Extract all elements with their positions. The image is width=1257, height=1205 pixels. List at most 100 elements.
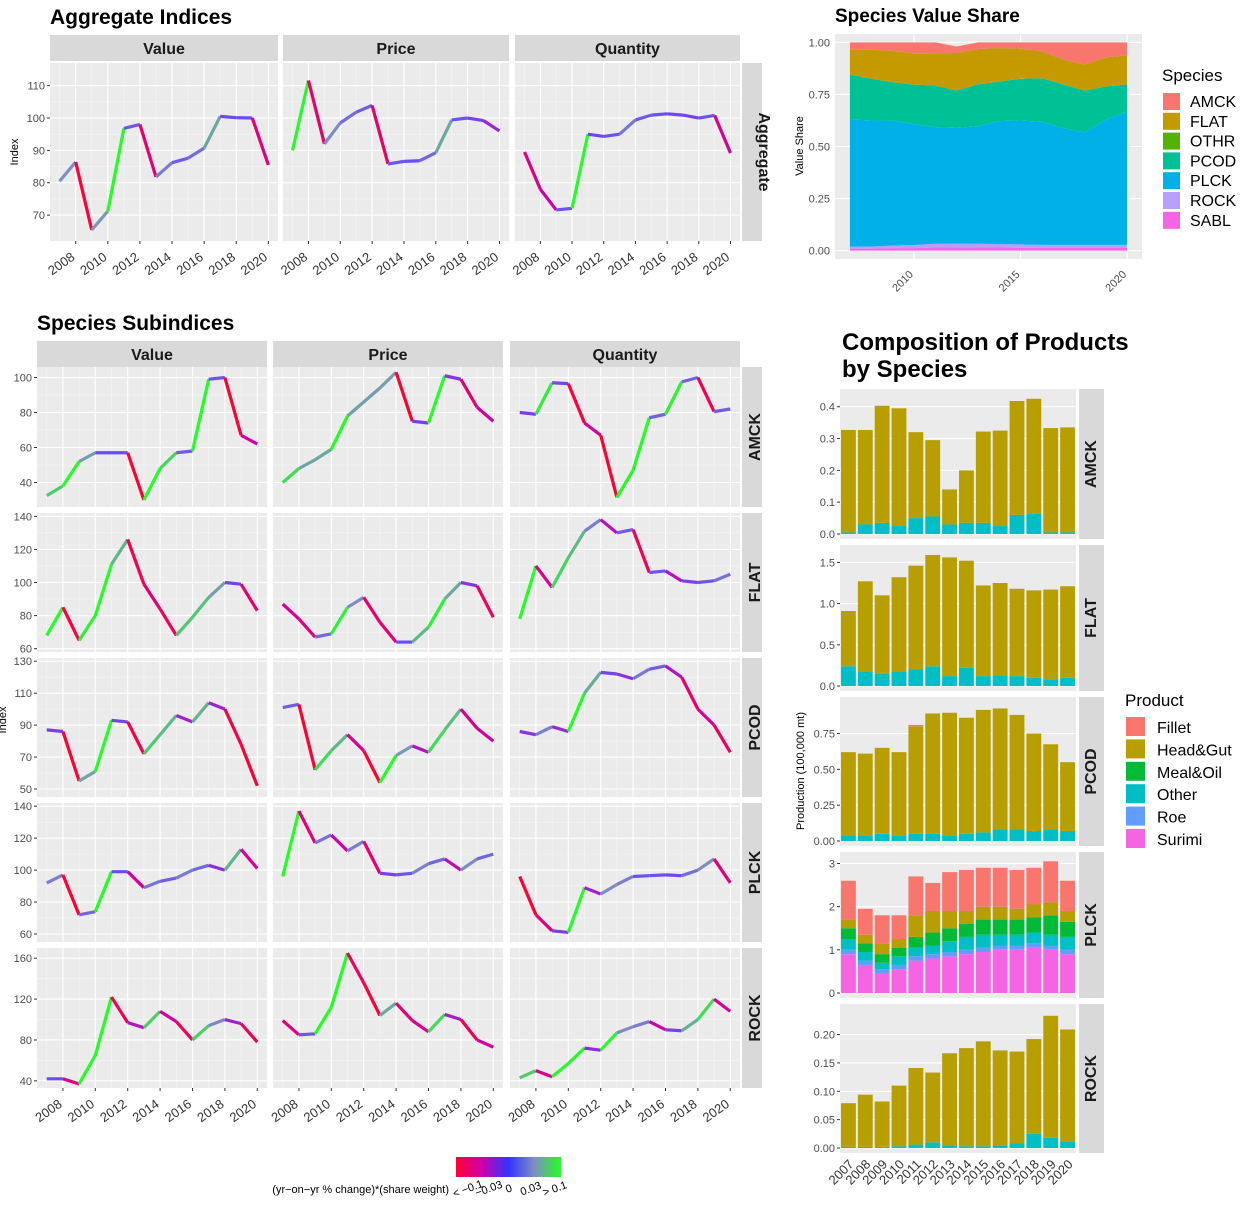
composition-bar-segment bbox=[908, 518, 924, 534]
composition-bar-segment bbox=[1026, 733, 1042, 831]
share-ytick-label: 1.00 bbox=[809, 37, 830, 49]
subindices-amck-ytick-label: 60 bbox=[20, 443, 32, 455]
subindices-plck-line-segment bbox=[566, 887, 587, 933]
composition-bar-segment bbox=[1026, 943, 1042, 948]
aggregate-line-segment bbox=[666, 112, 684, 117]
subindices-flat-line-segment bbox=[616, 527, 634, 535]
subindices-rock-xtick-label: 2016 bbox=[398, 1096, 430, 1125]
composition-title-line1: Composition of Products bbox=[842, 329, 1129, 356]
composition-bar-segment bbox=[1060, 921, 1075, 937]
composition-ytick-label: 0.4 bbox=[820, 402, 835, 414]
subindices-flat-line-segment bbox=[77, 614, 97, 642]
subindices-pcod-line-segment bbox=[282, 702, 300, 710]
subindices-plck-line-segment bbox=[379, 871, 397, 877]
aggregate-strip-label: Quantity bbox=[595, 41, 660, 58]
aggregate-line-segment bbox=[355, 103, 373, 114]
aggregate-strip-label: Value bbox=[143, 41, 185, 58]
composition-bar-segment bbox=[891, 964, 907, 970]
subindices-rock-xtick-label: 2010 bbox=[538, 1096, 570, 1125]
composition-ytick-label: 0.3 bbox=[820, 434, 835, 446]
subindices-flat-line-segment bbox=[566, 530, 586, 559]
composition-bar-segment bbox=[1060, 954, 1075, 993]
composition-bar-segment bbox=[1026, 1039, 1042, 1134]
composition-ytick-label: 0.20 bbox=[814, 1030, 835, 1042]
subindices-rock-line-segment bbox=[110, 996, 130, 1024]
subindices-pcod-panel-bg bbox=[510, 658, 740, 797]
subindices-plck-line-segment bbox=[223, 848, 243, 872]
aggregate-line-segment bbox=[154, 161, 174, 179]
composition-bar-segment bbox=[1009, 588, 1025, 677]
value-share-title: Species Value Share bbox=[835, 6, 1020, 27]
composition-bar-segment bbox=[925, 516, 941, 534]
composition-bar-segment bbox=[874, 973, 890, 993]
composition-bar-segment bbox=[925, 945, 941, 955]
subindices-plck-ytick-label: 100 bbox=[14, 865, 32, 877]
subindices-amck-line-segment bbox=[583, 421, 602, 437]
share-legend-label: ROCK bbox=[1190, 193, 1237, 210]
subindices-flat-line-segment bbox=[281, 602, 300, 621]
composition-ytick-label: 0.05 bbox=[814, 1115, 835, 1127]
composition-bar-segment bbox=[925, 932, 941, 946]
composition-bar-segment bbox=[874, 673, 890, 686]
composition-row-label: PLCK bbox=[1083, 903, 1100, 947]
subindices-amck-line-segment bbox=[329, 415, 349, 450]
share-legend-swatch-rock bbox=[1163, 192, 1180, 209]
aggregate-line-segment bbox=[220, 114, 237, 120]
composition-bar-segment bbox=[975, 919, 991, 935]
composition-bar-segment bbox=[992, 906, 1008, 920]
subindices-pcod-line-segment bbox=[378, 754, 398, 784]
subindices-rock-xtick-label: 2018 bbox=[430, 1096, 462, 1125]
composition-bar-segment bbox=[1043, 915, 1059, 935]
composition-bar-segment bbox=[992, 1145, 1008, 1148]
composition-bar-segment bbox=[908, 956, 924, 961]
colorbar-gradient bbox=[456, 1157, 561, 1177]
subindices-strip-quantity bbox=[510, 341, 740, 367]
share-legend-label: AMCK bbox=[1190, 94, 1237, 111]
subindices-plck-panel-bg bbox=[510, 803, 740, 942]
subindices-flat-line-segment bbox=[346, 596, 365, 609]
subindices-rock-ytick-label: 160 bbox=[14, 953, 32, 965]
composition-bar-segment bbox=[1043, 589, 1059, 680]
composition-bar-segment bbox=[1009, 676, 1025, 686]
share-legend-label: FLAT bbox=[1190, 114, 1228, 131]
aggregate-xtick-label: 2020 bbox=[469, 249, 501, 278]
composition-bar-segment bbox=[959, 833, 974, 841]
subindices-rock-xtick-label: 2008 bbox=[32, 1096, 64, 1125]
aggregate-panel-bg bbox=[283, 63, 509, 241]
subindices-pcod-line-segment bbox=[476, 727, 495, 743]
subindices-amck-line-segment bbox=[126, 452, 146, 501]
subindices-pcod-line-segment bbox=[93, 719, 114, 772]
composition-bar-segment bbox=[874, 954, 890, 963]
composition-bar-segment bbox=[1060, 880, 1075, 911]
composition-bar-segment bbox=[874, 833, 890, 841]
share-xtick-label: 2020 bbox=[1103, 269, 1129, 295]
subindices-pcod-line-segment bbox=[459, 708, 479, 730]
subindices-rock-line-segment bbox=[476, 1038, 494, 1049]
subindices-plck-line-segment bbox=[428, 857, 446, 866]
subindices-rock-line-segment bbox=[551, 1062, 570, 1078]
subindices-plck-line-segment bbox=[126, 870, 146, 889]
subindices-plck-line-segment bbox=[696, 857, 715, 872]
composition-bar-segment bbox=[942, 941, 957, 952]
subindices-flat-line-segment bbox=[314, 632, 332, 639]
composition-bar-segment bbox=[891, 947, 907, 957]
composition-bar-segment bbox=[1009, 714, 1025, 830]
subindices-amck-line-segment bbox=[681, 375, 699, 384]
subindices-rock-line-segment bbox=[93, 996, 114, 1056]
aggregate-line-segment bbox=[713, 114, 732, 154]
subindices-pcod-line-segment bbox=[600, 670, 618, 676]
share-ytick-label: 0.25 bbox=[809, 194, 830, 206]
share-legend-swatch-amck bbox=[1163, 93, 1180, 110]
subindices-flat-ytick-label: 100 bbox=[14, 578, 32, 590]
subindices-pcod-ytick-label: 110 bbox=[14, 688, 32, 700]
composition-bar-segment bbox=[1026, 932, 1042, 944]
aggregate-line-segment bbox=[138, 124, 158, 178]
subindices-flat-line-segment bbox=[427, 598, 447, 628]
subindices-flat-ytick-label: 80 bbox=[20, 611, 32, 623]
composition-bar-segment bbox=[1060, 1029, 1075, 1142]
subindices-strip-label: Price bbox=[368, 347, 407, 364]
subindices-plck-line-segment bbox=[346, 839, 365, 853]
subindices-flat-line-segment bbox=[475, 585, 495, 618]
composition-legend-swatch bbox=[1126, 717, 1145, 736]
